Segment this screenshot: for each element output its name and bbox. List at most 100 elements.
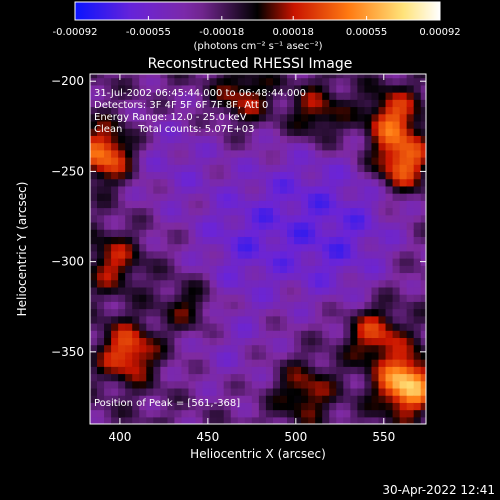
heatmap-cell bbox=[216, 272, 225, 281]
heatmap-cell bbox=[90, 250, 98, 259]
heatmap-cell bbox=[216, 113, 225, 122]
heatmap-cell bbox=[378, 164, 387, 173]
heatmap-cell bbox=[139, 106, 147, 115]
heatmap-cell bbox=[97, 265, 105, 274]
heatmap-cell bbox=[230, 135, 239, 144]
heatmap-cell bbox=[392, 113, 401, 122]
heatmap-cell bbox=[357, 279, 366, 288]
heatmap-cell bbox=[350, 171, 358, 180]
heatmap-cell bbox=[90, 337, 98, 346]
heatmap-cell bbox=[237, 171, 246, 180]
heatmap-cell bbox=[385, 178, 394, 187]
heatmap-cell bbox=[139, 164, 147, 173]
heatmap-cell bbox=[385, 193, 394, 201]
heatmap-cell bbox=[272, 113, 281, 122]
heatmap-cell bbox=[174, 236, 183, 245]
heatmap-cell bbox=[209, 74, 218, 79]
heatmap-cell bbox=[139, 149, 147, 158]
heatmap-cell bbox=[357, 200, 366, 209]
heatmap-cell bbox=[378, 272, 387, 281]
heatmap-cell bbox=[406, 416, 415, 424]
heatmap-cell bbox=[125, 344, 133, 353]
heatmap-cell bbox=[258, 243, 267, 252]
heatmap-cell bbox=[202, 380, 211, 389]
heatmap-cell bbox=[181, 330, 190, 339]
heatmap-cell bbox=[392, 294, 401, 302]
heatmap-cell bbox=[153, 272, 161, 281]
heatmap-cell bbox=[287, 92, 295, 100]
heatmap-cell bbox=[111, 416, 119, 424]
heatmap-cell bbox=[385, 265, 394, 274]
heatmap-cell bbox=[294, 164, 302, 173]
heatmap-cell bbox=[146, 156, 154, 165]
heatmap-cell bbox=[160, 373, 169, 382]
heatmap-cell bbox=[132, 286, 140, 295]
heatmap-cell bbox=[125, 229, 133, 237]
heatmap-cell bbox=[118, 99, 126, 108]
heatmap-cell bbox=[265, 322, 274, 331]
heatmap-cell bbox=[174, 120, 183, 129]
heatmap-cell bbox=[413, 113, 422, 122]
heatmap-cell bbox=[272, 330, 281, 339]
heatmap-cell bbox=[378, 128, 387, 136]
heatmap-cell bbox=[308, 214, 316, 223]
heatmap-cell bbox=[139, 171, 147, 180]
heatmap-cell bbox=[125, 258, 133, 266]
heatmap-cell bbox=[279, 387, 288, 396]
heatmap-cell bbox=[118, 74, 126, 79]
heatmap-cell bbox=[406, 272, 415, 281]
heatmap-cell bbox=[385, 229, 394, 237]
heatmap-cell bbox=[223, 387, 232, 396]
heatmap-cell bbox=[104, 120, 112, 129]
heatmap-cell bbox=[139, 315, 147, 324]
heatmap-cell bbox=[322, 135, 330, 144]
heatmap-cell bbox=[364, 200, 373, 209]
heatmap-cell bbox=[174, 77, 183, 86]
heatmap-cell bbox=[357, 294, 366, 302]
heatmap-cell bbox=[272, 120, 281, 129]
heatmap-cell bbox=[237, 99, 246, 108]
heatmap-cell bbox=[265, 258, 274, 266]
heatmap-cell bbox=[160, 193, 169, 201]
heatmap-cell bbox=[209, 359, 218, 367]
heatmap-cell bbox=[118, 409, 126, 418]
heatmap-cell bbox=[329, 315, 337, 324]
heatmap-cell bbox=[174, 294, 183, 302]
heatmap-cell bbox=[237, 250, 246, 259]
heatmap-cell bbox=[294, 178, 302, 187]
heatmap-cell bbox=[301, 200, 309, 209]
heatmap-cell bbox=[287, 77, 295, 86]
heatmap-cell bbox=[343, 74, 351, 79]
heatmap-cell bbox=[237, 344, 246, 353]
heatmap-cell bbox=[357, 207, 366, 216]
heatmap-cell bbox=[146, 128, 154, 136]
heatmap-cell bbox=[230, 416, 239, 424]
heatmap-cell bbox=[97, 164, 105, 173]
heatmap-cell bbox=[251, 221, 260, 230]
heatmap-cell bbox=[385, 402, 394, 411]
heatmap-cell bbox=[230, 92, 239, 100]
heatmap-cell bbox=[209, 142, 218, 151]
heatmap-cell bbox=[371, 128, 380, 136]
heatmap-cell bbox=[153, 221, 161, 230]
heatmap-cell bbox=[258, 214, 267, 223]
heatmap-cell bbox=[188, 337, 197, 346]
heatmap-cell bbox=[118, 120, 126, 129]
heatmap-cell bbox=[97, 120, 105, 129]
heatmap-cell bbox=[188, 315, 197, 324]
heatmap-cell bbox=[139, 135, 147, 144]
heatmap-cell bbox=[202, 359, 211, 367]
heatmap-cell bbox=[90, 272, 98, 281]
heatmap-cell bbox=[406, 322, 415, 331]
heatmap-cell bbox=[364, 294, 373, 302]
heatmap-cell bbox=[132, 301, 140, 310]
heatmap-cell bbox=[265, 279, 274, 288]
heatmap-cell bbox=[378, 77, 387, 86]
heatmap-cell bbox=[230, 315, 239, 324]
heatmap-cell bbox=[272, 250, 281, 259]
heatmap-cell bbox=[251, 178, 260, 187]
heatmap-cell bbox=[315, 92, 323, 100]
heatmap-cell bbox=[329, 366, 337, 375]
heatmap-cell bbox=[371, 142, 380, 151]
heatmap-cell bbox=[251, 113, 260, 122]
